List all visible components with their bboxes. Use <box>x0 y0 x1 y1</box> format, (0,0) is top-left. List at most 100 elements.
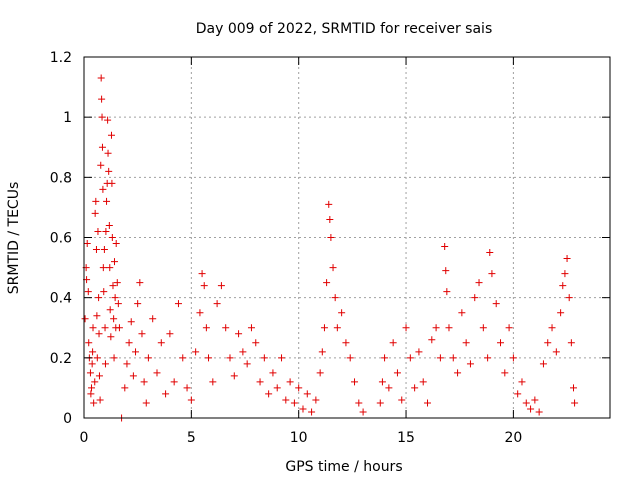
data-point <box>97 161 105 169</box>
data-point <box>531 396 539 404</box>
data-point <box>213 300 221 308</box>
data-point <box>320 324 328 332</box>
data-point <box>95 372 103 380</box>
data-point <box>85 339 93 347</box>
data-point <box>89 324 97 332</box>
data-point <box>113 279 121 287</box>
data-point <box>544 339 552 347</box>
x-tick-label: 15 <box>397 430 415 446</box>
data-point <box>112 240 120 248</box>
data-point <box>441 243 449 251</box>
data-point <box>411 384 419 392</box>
data-point <box>107 333 115 341</box>
data-point <box>497 339 505 347</box>
data-point <box>136 279 144 287</box>
data-point <box>501 369 509 377</box>
data-point <box>198 270 206 278</box>
data-point <box>252 339 260 347</box>
data-point <box>351 378 359 386</box>
data-point <box>359 408 367 416</box>
data-point <box>381 354 389 362</box>
data-point <box>86 369 94 377</box>
y-tick-label: 0.6 <box>50 231 72 247</box>
data-point <box>243 360 251 368</box>
data-point <box>327 234 335 241</box>
data-point <box>462 339 470 347</box>
data-point <box>108 179 116 187</box>
data-point <box>132 348 140 356</box>
data-point <box>105 221 113 229</box>
data-point <box>134 300 142 308</box>
data-point <box>486 249 494 257</box>
data-point <box>100 246 108 254</box>
data-point <box>95 330 103 338</box>
data-point <box>99 264 107 272</box>
data-point <box>222 324 230 332</box>
data-point <box>149 315 157 323</box>
plot-frame <box>83 56 611 419</box>
data-points <box>81 74 579 422</box>
data-point <box>318 348 326 356</box>
x-tick-label: 5 <box>187 430 196 446</box>
data-point <box>138 330 146 338</box>
data-point <box>402 324 410 332</box>
data-point <box>548 324 556 332</box>
data-point <box>103 197 111 205</box>
data-point <box>471 294 479 302</box>
data-point <box>200 282 208 290</box>
data-point <box>121 384 129 392</box>
x-axis-title: GPS time / hours <box>285 459 402 475</box>
data-point <box>99 185 107 193</box>
data-point <box>527 405 535 413</box>
data-point <box>226 354 234 362</box>
data-point <box>286 378 294 386</box>
data-point <box>443 288 451 296</box>
x-tick-label: 20 <box>504 430 522 446</box>
data-point <box>385 384 393 392</box>
data-point <box>557 309 565 317</box>
data-point <box>509 354 517 362</box>
data-point <box>179 354 187 362</box>
data-point <box>88 384 96 392</box>
data-point <box>256 378 264 386</box>
data-point <box>454 369 462 377</box>
data-point <box>81 315 89 323</box>
data-point <box>278 354 286 362</box>
data-point <box>326 215 334 223</box>
data-point <box>174 300 182 308</box>
data-point <box>428 336 436 344</box>
data-point <box>104 116 112 124</box>
data-point <box>217 282 225 290</box>
data-point <box>355 399 363 407</box>
data-point <box>449 354 457 362</box>
data-point <box>338 309 346 317</box>
data-point <box>125 339 133 347</box>
data-point <box>142 399 150 407</box>
data-point <box>144 354 152 362</box>
data-point <box>563 255 571 263</box>
data-point <box>299 405 307 413</box>
data-point <box>140 378 148 386</box>
data-point <box>479 324 487 332</box>
data-point <box>98 95 106 103</box>
data-point <box>106 264 114 272</box>
data-point <box>329 264 337 272</box>
data-point <box>346 354 354 362</box>
y-axis-title: SRMTID / TECUs <box>6 182 22 295</box>
data-point <box>518 378 526 386</box>
data-point <box>565 294 573 302</box>
data-point <box>98 113 106 121</box>
data-point <box>105 167 113 175</box>
grid-lines <box>84 57 610 418</box>
data-point <box>98 143 106 151</box>
data-point <box>110 354 118 362</box>
data-point <box>323 279 331 287</box>
data-point <box>101 360 109 368</box>
data-point <box>570 384 578 392</box>
data-point <box>552 348 560 356</box>
data-point <box>567 339 575 347</box>
data-point <box>342 339 350 347</box>
data-point <box>83 240 91 248</box>
data-point <box>475 279 483 287</box>
data-point <box>505 324 513 332</box>
